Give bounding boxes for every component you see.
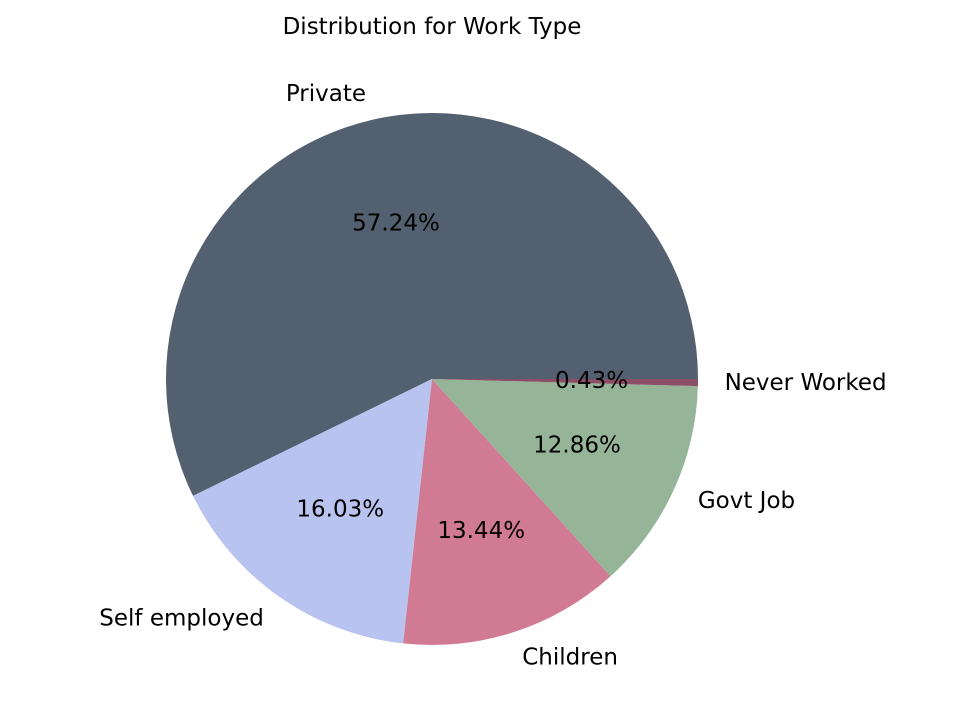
pie-slice-children: [403, 379, 611, 645]
pie-slice-govt-job: [432, 379, 698, 577]
percent-label-govt-job: 12.86%: [533, 433, 621, 459]
percent-label-private: 57.24%: [352, 211, 440, 237]
pie-slices: [165, 112, 698, 645]
pie-labels: Private 57.24% Self employed 16.03% Children…: [99, 81, 886, 670]
percent-label-never-worked: 0.43%: [555, 368, 628, 394]
pie-slice-never-worked: [432, 379, 698, 387]
slice-label-children: Children: [522, 644, 618, 670]
slice-label-govt-job: Govt Job: [698, 488, 795, 514]
pie-slice-self-employed: [193, 379, 432, 644]
percent-label-self-employed: 16.03%: [296, 497, 384, 523]
slice-label-self-employed: Self employed: [99, 605, 264, 631]
slice-label-never-worked: Never Worked: [725, 370, 887, 396]
slice-label-private: Private: [286, 81, 366, 107]
chart-title: Distribution for Work Type: [283, 14, 582, 40]
percent-label-children: 13.44%: [437, 518, 525, 544]
pie-slice-private: [165, 112, 698, 496]
